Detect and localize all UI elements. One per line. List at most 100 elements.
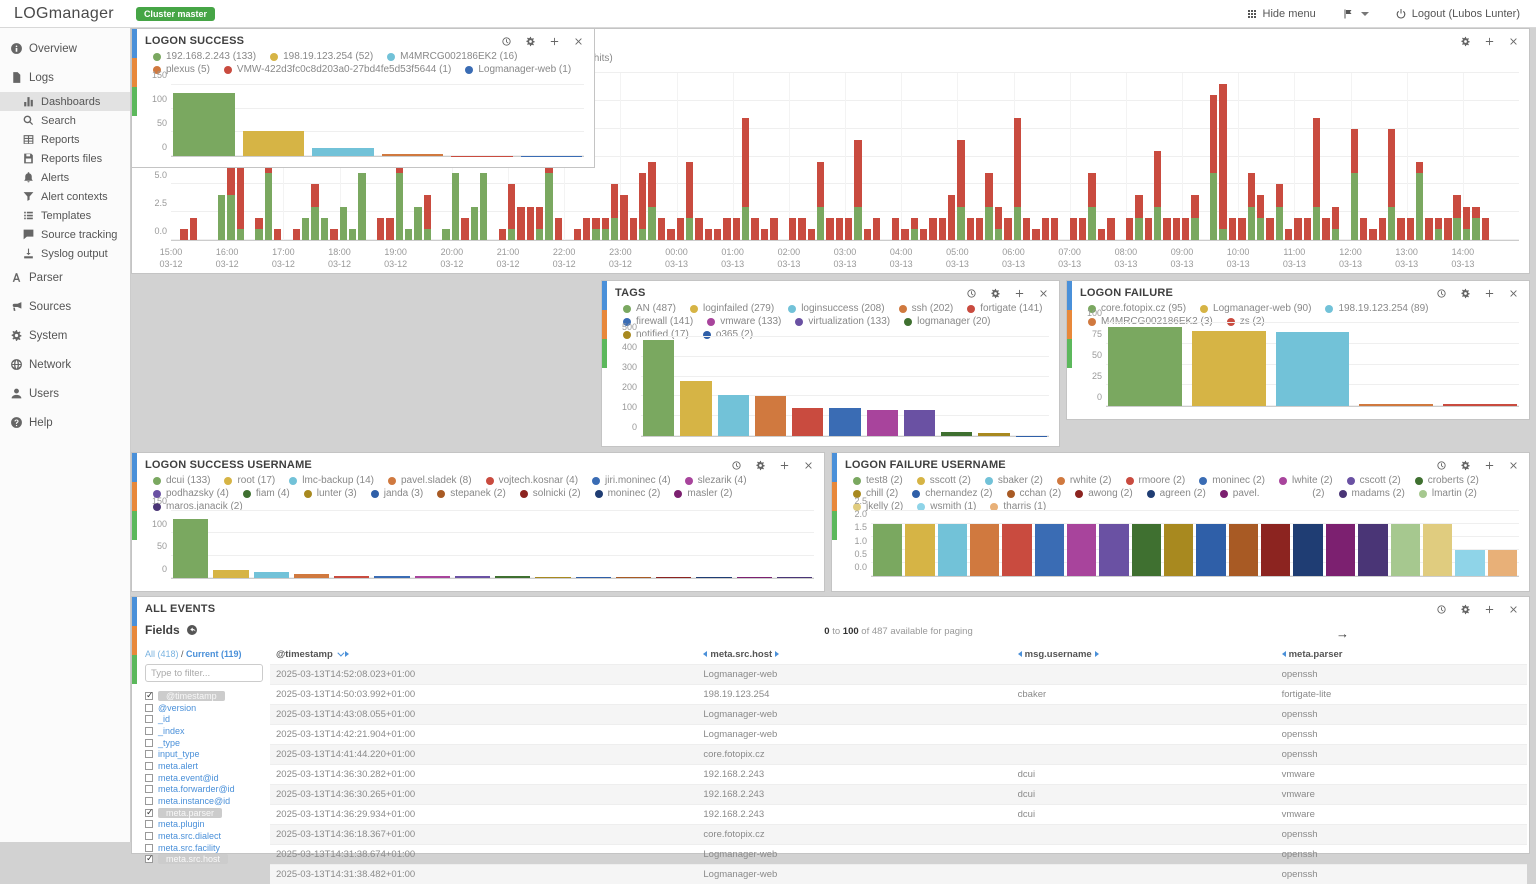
bar[interactable] — [495, 576, 530, 578]
bar[interactable] — [1326, 524, 1355, 576]
sidebar-item-users[interactable]: Users — [0, 379, 130, 408]
bar[interactable] — [1051, 218, 1058, 240]
bar[interactable] — [1070, 218, 1077, 240]
bar[interactable] — [941, 432, 972, 436]
legend-item[interactable]: cchan (2) — [1007, 488, 1062, 499]
language-dropdown[interactable] — [1342, 8, 1369, 20]
bar[interactable] — [929, 218, 936, 240]
field-name[interactable]: input_type — [158, 749, 200, 759]
move-column-right-icon[interactable] — [345, 651, 349, 657]
history-icon[interactable] — [1436, 604, 1447, 615]
move-column-left-icon[interactable] — [703, 651, 707, 657]
bar[interactable] — [583, 218, 590, 240]
bar[interactable] — [1164, 524, 1193, 576]
bar[interactable] — [957, 140, 964, 240]
legend-item[interactable]: awong (2) — [1075, 488, 1132, 499]
bar[interactable] — [293, 229, 300, 240]
settings-icon[interactable] — [1460, 460, 1471, 471]
bar[interactable] — [1173, 218, 1180, 240]
bar[interactable] — [770, 218, 777, 240]
field-checkbox[interactable] — [145, 727, 153, 735]
bar[interactable] — [1388, 129, 1395, 240]
bar[interactable] — [254, 572, 289, 578]
field-checkbox[interactable] — [145, 750, 153, 758]
bar[interactable] — [1002, 524, 1031, 576]
sort-icon[interactable] — [337, 650, 344, 657]
bar[interactable] — [723, 218, 730, 240]
bar[interactable] — [1266, 218, 1273, 240]
move-icon[interactable] — [1014, 288, 1025, 299]
bar[interactable] — [1358, 524, 1387, 576]
bar[interactable] — [1397, 218, 1404, 240]
bar[interactable] — [455, 576, 490, 578]
field-name[interactable]: meta.plugin — [158, 819, 205, 829]
move-icon[interactable] — [779, 460, 790, 471]
bar[interactable] — [643, 340, 674, 436]
legend-item[interactable]: moninec (2) — [1199, 475, 1265, 486]
legend-item[interactable]: 198.19.123.254 (89) — [1325, 303, 1428, 314]
bar[interactable] — [616, 577, 651, 578]
bar[interactable] — [817, 162, 824, 240]
legend-item[interactable]: croberts (2) — [1415, 475, 1479, 486]
field-name[interactable]: meta.event@id — [158, 773, 219, 783]
bar[interactable] — [1261, 524, 1290, 576]
field-checkbox[interactable] — [145, 692, 153, 700]
history-icon[interactable] — [966, 288, 977, 299]
bar[interactable] — [414, 207, 421, 240]
bar[interactable] — [742, 118, 749, 240]
bar[interactable] — [1229, 218, 1236, 240]
bar[interactable] — [845, 218, 852, 240]
bar[interactable] — [1407, 218, 1414, 240]
bar[interactable] — [1304, 218, 1311, 240]
bar[interactable] — [330, 229, 337, 240]
field-name[interactable]: @version — [158, 703, 196, 713]
bar[interactable] — [1444, 218, 1451, 240]
move-icon[interactable] — [549, 36, 560, 47]
bar[interactable] — [733, 218, 740, 240]
bar[interactable] — [255, 218, 262, 240]
fields-current-link[interactable]: Current (119) — [186, 649, 242, 659]
bar[interactable] — [695, 218, 702, 240]
settings-icon[interactable] — [1460, 604, 1471, 615]
legend-item[interactable]: stepanek (2) — [437, 488, 506, 499]
field-name[interactable]: meta.alert — [158, 761, 198, 771]
bar[interactable] — [312, 148, 374, 156]
bar[interactable] — [938, 524, 967, 576]
field-checkbox[interactable] — [145, 809, 153, 817]
bar[interactable] — [1196, 524, 1225, 576]
bar[interactable] — [1369, 229, 1376, 240]
bar[interactable] — [686, 162, 693, 240]
bar[interactable] — [535, 577, 570, 578]
legend-item[interactable]: lmartin (2) — [1419, 488, 1477, 499]
field-checkbox[interactable] — [145, 762, 153, 770]
sidebar-item-parser[interactable]: Parser — [0, 263, 130, 292]
legend-item[interactable]: pavel. (2) — [1220, 488, 1325, 499]
field-name[interactable]: @timestamp — [158, 691, 225, 701]
fields-all-link[interactable]: All (418) — [145, 649, 179, 659]
legend-item[interactable]: vojtech.kosnar (4) — [486, 475, 578, 486]
settings-icon[interactable] — [525, 36, 536, 47]
bar[interactable] — [1191, 195, 1198, 240]
bar[interactable] — [1332, 207, 1339, 240]
bar[interactable] — [396, 162, 403, 240]
bar[interactable] — [1463, 207, 1470, 240]
bar[interactable] — [755, 396, 786, 436]
legend-item[interactable]: test8 (2) — [853, 475, 903, 486]
settings-icon[interactable] — [1460, 36, 1471, 47]
close-icon[interactable] — [803, 460, 814, 471]
bar[interactable] — [1132, 524, 1161, 576]
bar[interactable] — [1313, 118, 1320, 240]
bar[interactable] — [1182, 218, 1189, 240]
bar[interactable] — [761, 229, 768, 240]
history-icon[interactable] — [501, 36, 512, 47]
bar[interactable] — [1192, 331, 1266, 406]
legend-item[interactable]: pavel.sladek (8) — [388, 475, 472, 486]
bar[interactable] — [808, 229, 815, 240]
bar[interactable] — [1099, 524, 1128, 576]
bar[interactable] — [1379, 218, 1386, 240]
move-icon[interactable] — [1484, 288, 1495, 299]
field-name[interactable]: meta.src.host — [158, 854, 228, 864]
bar[interactable] — [1472, 207, 1479, 240]
bar[interactable] — [1351, 129, 1358, 240]
